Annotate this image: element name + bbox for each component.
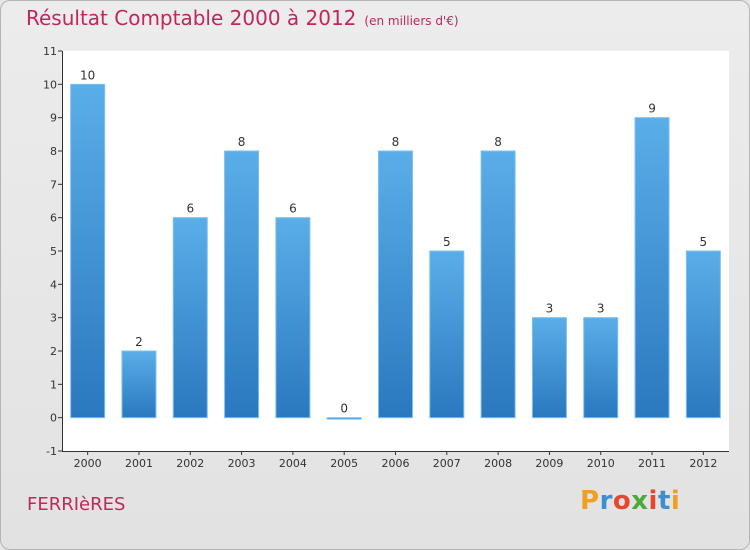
y-axis-line [62,51,63,451]
bar-2000 [70,83,106,419]
x-tick-label-2012: 2012 [689,457,717,470]
chart-title-text: Résultat Comptable 2000 à 2012 [26,6,357,30]
logo-letter: i [670,486,681,516]
x-axis-line [62,451,729,452]
logo-letter: r [599,486,613,516]
y-tick-label-2: 2 [50,345,57,358]
logo-letter: t [657,486,671,516]
y-tick-label-3: 3 [50,312,57,325]
x-tick-label-2008: 2008 [484,457,512,470]
y-tick-label-11: 11 [43,45,57,58]
commune-name: FERRIèRES [27,494,126,515]
value-label-2000: 10 [80,68,95,82]
y-tick-label-8: 8 [50,145,57,158]
bars-group [70,83,721,420]
logo-letter: P [580,486,600,516]
x-tick-label-2007: 2007 [433,457,461,470]
bar-2001 [121,350,157,419]
logo-letter: i [648,486,658,516]
value-label-2007: 5 [443,235,451,249]
logo-letter: x [631,486,649,516]
value-label-2005: 0 [340,402,348,416]
value-label-2010: 3 [597,302,605,316]
value-label-2001: 2 [135,335,143,349]
bar-2007 [429,250,465,419]
x-tick-label-2004: 2004 [279,457,307,470]
bar-2011 [634,117,670,419]
bar-2009 [531,317,567,419]
bar-2008 [480,150,516,419]
y-tick-label-5: 5 [50,245,57,258]
x-tick-label-2011: 2011 [638,457,666,470]
value-label-2002: 6 [186,202,194,216]
value-label-2011: 9 [648,102,656,116]
chart-title: Résultat Comptable 2000 à 2012 (en millie… [26,6,459,30]
value-label-2008: 8 [494,135,502,149]
value-label-2006: 8 [392,135,400,149]
logo-letter: o [612,486,632,516]
chart-subtitle: (en milliers d'€) [364,14,459,28]
x-tick-label-2001: 2001 [125,457,153,470]
value-label-2004: 6 [289,202,297,216]
value-label-2009: 3 [546,302,554,316]
x-tick-label-2005: 2005 [330,457,358,470]
bar-2004 [275,217,311,419]
x-tick-label-2006: 2006 [382,457,410,470]
value-label-2012: 5 [700,235,708,249]
x-axis-ticks-group: 2000 2001 2002 2003 2004 2005 2006 2007 2008 2009… [74,451,717,470]
y-tick-label-1: 1 [50,378,57,391]
y-axis-ticks-group: -1 0 1 2 3 4 5 6 7 8 9 10 11 [43,45,62,458]
proxiti-logo[interactable]: Proxiti [580,486,680,516]
bar-2002 [172,217,208,419]
bar-2005 [326,417,362,420]
x-tick-label-2002: 2002 [176,457,204,470]
value-labels-group: 10 2 6 8 6 0 8 5 8 3 3 9 5 [80,68,707,415]
x-tick-label-2009: 2009 [535,457,563,470]
y-tick-label-6: 6 [50,212,57,225]
bar-2003 [224,150,260,419]
x-tick-label-2000: 2000 [74,457,102,470]
y-tick-label-0: 0 [50,412,57,425]
bar-2010 [583,317,619,419]
y-tick-label-4: 4 [50,278,57,291]
y-tick-label--1: -1 [46,445,57,458]
y-tick-label-10: 10 [43,78,57,91]
x-tick-label-2003: 2003 [228,457,256,470]
y-tick-label-7: 7 [50,178,57,191]
bar-2012 [685,250,721,419]
y-tick-label-9: 9 [50,112,57,125]
x-tick-label-2010: 2010 [587,457,615,470]
value-label-2003: 8 [238,135,246,149]
bar-2006 [378,150,413,419]
